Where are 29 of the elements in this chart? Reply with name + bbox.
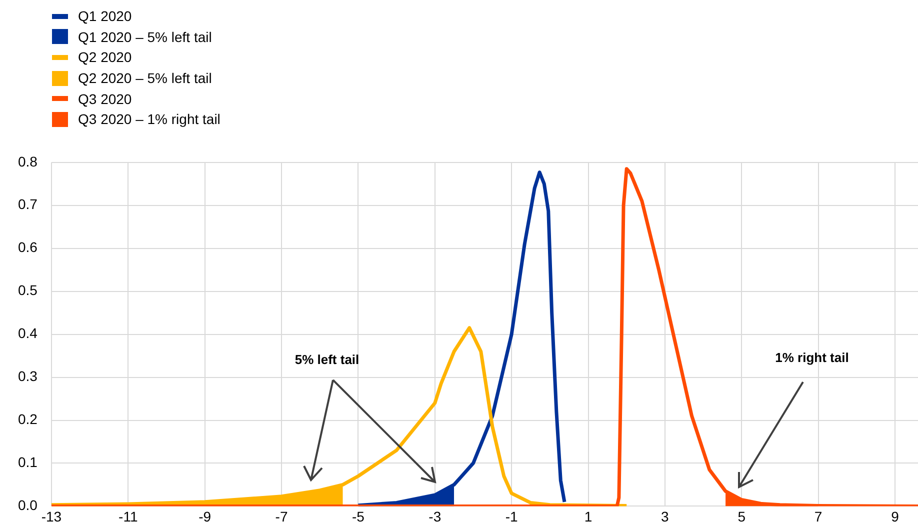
x-tick-label: -3 [428, 508, 442, 524]
x-tick-label: -9 [198, 508, 212, 524]
y-tick-label: 0.7 [18, 196, 38, 212]
x-tick-label: -7 [275, 508, 288, 524]
x-tick-label: 1 [584, 508, 592, 524]
y-tick-label: 0.8 [18, 153, 38, 170]
x-tick-label: 3 [661, 508, 670, 524]
annotation: 1% right tail [775, 350, 849, 365]
y-tick-label: 0.3 [18, 368, 38, 384]
y-tick-label: 0.6 [18, 239, 38, 256]
x-tick-label: 9 [891, 508, 900, 524]
x-tick-label: -11 [118, 508, 138, 524]
legend-label: Q1 2020 [78, 8, 132, 24]
x-tick-label: -13 [41, 508, 62, 524]
legend-label: Q3 2020 – 1% right tail [78, 111, 220, 128]
legend-label: Q2 2020 [78, 49, 132, 66]
y-tick-label: 0.0 [18, 497, 38, 514]
y-tick-label: 0.2 [18, 411, 38, 428]
x-tick-label: -1 [505, 508, 518, 524]
y-tick-label: 0.5 [18, 282, 38, 298]
x-tick-label: 5 [738, 508, 746, 524]
annotation: 5% left tail [294, 352, 360, 367]
x-tick-label: -5 [352, 508, 365, 524]
legend-label: Q1 2020 – 5% left tail [78, 28, 212, 45]
legend-label: Q2 2020 – 5% left tail [78, 70, 212, 86]
y-tick-label: 0.1 [18, 454, 38, 470]
legend-label: Q3 2020 [78, 90, 132, 107]
y-tick-label: 0.4 [18, 325, 38, 342]
x-tick-label: 7 [814, 508, 822, 524]
